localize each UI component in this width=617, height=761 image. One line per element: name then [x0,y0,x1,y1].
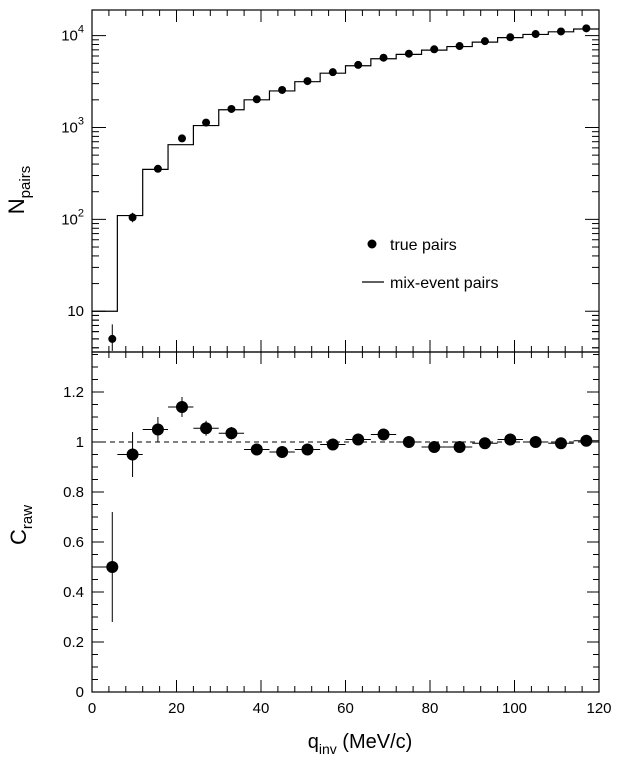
legend-points-label: true pairs [390,237,457,254]
y-tick-label: 10 [67,303,84,320]
true-pairs-point [354,60,363,69]
bottom-ticks [92,352,599,692]
true-pairs-point [531,30,540,39]
true-pairs-point [430,45,439,54]
bottom-y-axis-label-main: C [6,529,31,545]
top-major-ticks [108,10,583,352]
true-pairs-point [379,53,388,62]
bottom-points [92,397,599,622]
y-tick-label-base: 10 [61,211,78,228]
craw-point [478,437,491,450]
x-tick-label: 60 [337,700,354,717]
craw-point [326,438,339,451]
top-points [108,24,591,351]
x-tick-label: 0 [88,700,96,717]
craw-point [554,437,567,450]
craw-point [225,427,238,440]
x-axis-label-sub: inv [319,741,337,757]
y-tick-label: 104 [61,24,84,45]
craw-point [175,401,188,413]
x-tick-labels: 0 20 40 60 80 100 120 [88,700,612,717]
y-tick-label: 0.6 [63,534,84,551]
x-tick-label: 40 [253,700,270,717]
y-tick-label-exponent: 3 [78,115,84,127]
true-pairs-point [480,37,489,46]
x-tick-label: 100 [502,700,527,717]
craw-point [200,422,213,435]
true-pairs-point [582,24,591,33]
bottom-y-tick-labels: 0 0.2 0.4 0.6 0.8 1 1.2 [63,384,84,701]
craw-point [106,561,119,573]
bottom-panel: 0 0.2 0.4 0.6 0.8 1 1.2 0 20 40 60 80 100 120 Craw q… [6,351,612,757]
craw-point [126,448,139,461]
y-tick-label: 102 [61,207,84,228]
x-axis-label-main: q [308,731,319,753]
true-pairs-point [328,68,337,77]
craw-point [453,441,466,453]
y-tick-label: 0.4 [63,584,84,601]
craw-point [529,436,542,448]
y-tick-label: 0 [76,684,84,701]
craw-point [504,433,517,446]
true-pairs-point [128,213,137,222]
top-y-axis-label-main: N [4,198,29,214]
craw-point [301,443,314,456]
y-tick-label-exponent: 4 [78,24,84,36]
true-pairs-point [202,118,211,127]
y-tick-label: 1 [76,434,84,451]
bottom-y-axis-label: Craw [6,505,36,545]
craw-point [151,423,164,436]
y-tick-label-base: 10 [67,303,84,320]
true-pairs-point [303,77,312,86]
mix-event-pairs-histogram [92,28,599,312]
top-panel-frame [91,9,600,353]
bottom-y-axis-label-sub: raw [19,505,36,529]
top-histogram [92,28,599,312]
y-tick-label: 1.2 [63,384,84,401]
legend-point-marker [367,239,377,249]
craw-point [276,446,289,458]
true-pairs-point [455,42,464,51]
true-pairs-point [177,134,186,143]
x-tick-label: 20 [168,700,185,717]
craw-point [580,434,593,447]
craw-point [352,433,365,446]
true-pairs-point [252,95,261,104]
bottom-panel-frame [91,351,600,693]
craw-point [250,443,263,456]
craw-point [428,441,441,453]
true-pairs-point [556,27,565,36]
y-tick-label-base: 10 [61,119,78,136]
true-pairs-point [278,85,287,94]
true-pairs-point [404,49,413,58]
true-pairs-point [108,334,117,343]
x-tick-label: 120 [586,700,611,717]
y-tick-label-exponent: 2 [78,207,84,219]
top-minor-ticks [92,35,599,349]
y-tick-label: 103 [61,115,84,136]
craw-point [402,436,415,448]
true-pairs-point [153,164,162,173]
legend: true pairs mix-event pairs [362,237,498,292]
true-pairs-point [227,104,236,113]
legend-hist-label: mix-event pairs [390,275,498,292]
true-pairs-point [506,33,515,42]
y-tick-label-base: 10 [61,28,78,45]
craw-point [377,428,390,441]
top-y-axis-label-sub: pairs [17,166,34,199]
x-tick-label: 80 [422,700,439,717]
top-y-axis-label: Npairs [4,166,34,214]
y-tick-label: 0.8 [63,484,84,501]
y-tick-label: 0.2 [63,634,84,651]
x-axis-label-rest: (MeV/c) [337,731,413,753]
x-axis-label: qinv (MeV/c) [308,731,413,757]
